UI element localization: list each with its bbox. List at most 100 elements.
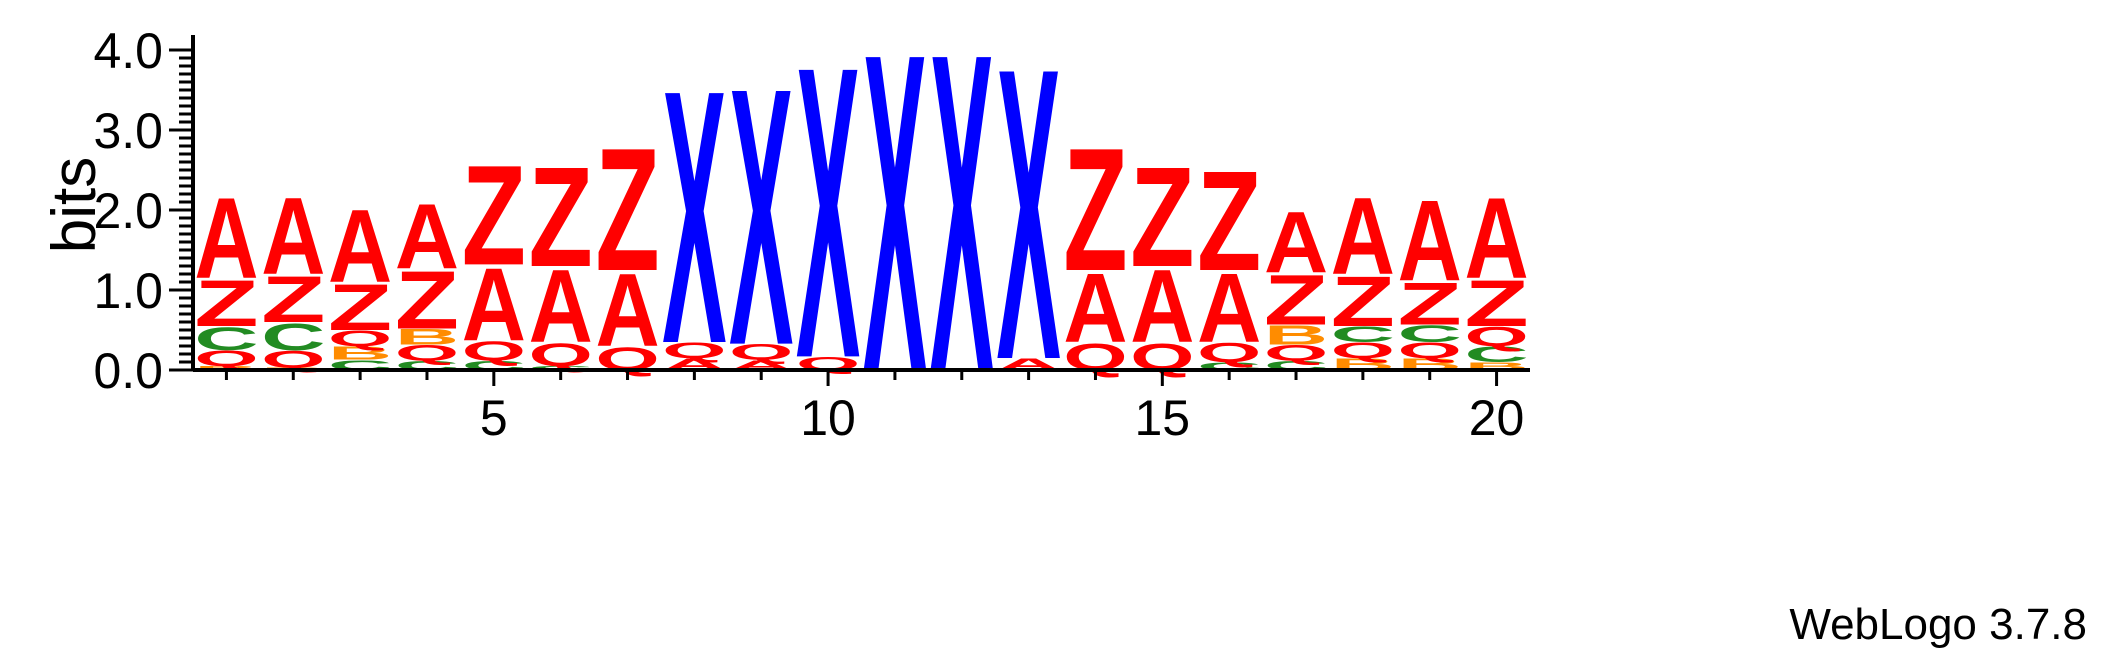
logo-letter-a: A xyxy=(529,249,593,365)
logo-letter-q: Q xyxy=(1464,321,1528,352)
svg-text:Q: Q xyxy=(662,338,726,363)
logo-letter-a: A xyxy=(1264,194,1328,292)
y-tick-label: 1.0 xyxy=(93,263,163,319)
x-tick-label: 20 xyxy=(1469,390,1525,446)
svg-text:A: A xyxy=(1264,194,1328,292)
x-tick-label: 15 xyxy=(1135,390,1191,446)
svg-text:Q: Q xyxy=(462,336,526,367)
svg-text:A: A xyxy=(595,253,659,369)
logo-letter-a: A xyxy=(395,185,459,289)
svg-text:Z: Z xyxy=(1464,268,1528,341)
svg-text:A: A xyxy=(395,185,459,289)
logo-letter-q: Q xyxy=(328,326,392,351)
logo-letter-q: Q xyxy=(1331,338,1395,363)
logo-letter-q: Q xyxy=(1398,338,1462,363)
logo-letter-c: C xyxy=(1331,322,1395,347)
svg-text:A: A xyxy=(529,249,593,365)
logo-letter-q: Q xyxy=(1264,341,1328,366)
svg-text:Q: Q xyxy=(395,341,459,366)
logo-letter-a: A xyxy=(462,247,526,363)
logo-letter-x: X xyxy=(863,0,928,467)
logo-letter-a: A xyxy=(1464,173,1528,302)
svg-text:A: A xyxy=(1130,249,1194,365)
svg-text:Z: Z xyxy=(1063,112,1127,308)
svg-text:A: A xyxy=(1398,176,1462,305)
logo-letter-z: Z xyxy=(529,138,593,297)
logo-letter-z: Z xyxy=(395,255,459,347)
logo-letter-x: X xyxy=(662,15,727,419)
logo-letter-a: A xyxy=(595,253,659,369)
logo-letter-c: C xyxy=(1398,320,1462,347)
y-axis-label: bits xyxy=(40,157,109,253)
logo-letter-a: A xyxy=(1197,252,1261,363)
svg-text:Z: Z xyxy=(194,268,258,341)
logo-letter-a: A xyxy=(1063,252,1127,363)
logo-letter-a: A xyxy=(194,173,258,302)
logo-letter-q: Q xyxy=(529,337,593,374)
logo-letter-z: Z xyxy=(194,268,258,341)
svg-text:Z: Z xyxy=(1331,262,1395,341)
svg-text:Z: Z xyxy=(1264,260,1328,339)
logo-letter-z: Z xyxy=(1063,112,1127,308)
logo-letter-z: Z xyxy=(328,272,392,345)
svg-text:A: A xyxy=(1063,252,1127,363)
y-tick-label: 4.0 xyxy=(93,23,163,79)
logo-letter-z: Z xyxy=(1398,270,1462,337)
logo-letter-b: B xyxy=(328,343,392,364)
logo-letter-q: Q xyxy=(194,346,258,371)
x-axis: 5 10 15 20 xyxy=(193,368,1530,446)
svg-text:B: B xyxy=(395,325,459,350)
y-axis: 0.0 1.0 2.0 3.0 4.0 xyxy=(93,23,195,399)
logo-letter-a: A xyxy=(1130,249,1194,365)
svg-text:Q: Q xyxy=(1464,321,1528,352)
y-tick-label: 2.0 xyxy=(93,183,163,239)
svg-text:Z: Z xyxy=(529,138,593,297)
svg-text:Z: Z xyxy=(1130,138,1194,297)
logo-letter-c: C xyxy=(261,316,325,358)
logo-letter-b: B xyxy=(1264,320,1328,351)
logo-letter-z: Z xyxy=(595,112,659,308)
svg-text:X: X xyxy=(729,11,794,422)
logo-letter-a: A xyxy=(1331,176,1395,298)
svg-text:Z: Z xyxy=(328,272,392,345)
logo-letter-z: Z xyxy=(462,137,526,296)
svg-text:Q: Q xyxy=(1331,338,1395,363)
svg-text:Q: Q xyxy=(729,340,793,365)
logo-letter-x: X xyxy=(729,11,794,422)
logo-letter-z: Z xyxy=(1464,268,1528,341)
logo-letter-a: A xyxy=(328,189,392,305)
svg-text:A: A xyxy=(328,189,392,305)
logo-letter-b: B xyxy=(395,325,459,350)
svg-text:Q: Q xyxy=(1398,338,1462,363)
svg-text:A: A xyxy=(462,247,526,363)
logo-letter-a: A xyxy=(261,176,325,298)
svg-text:Q: Q xyxy=(1264,341,1328,366)
svg-text:C: C xyxy=(194,321,258,358)
logo-letter-z: Z xyxy=(1130,138,1194,297)
logo-letter-z: Z xyxy=(1264,260,1328,339)
svg-text:A: A xyxy=(1464,173,1528,302)
svg-text:Z: Z xyxy=(595,112,659,308)
logo-letter-x: X xyxy=(930,0,995,467)
svg-text:Q: Q xyxy=(1197,337,1261,368)
svg-text:Q: Q xyxy=(328,326,392,351)
svg-text:A: A xyxy=(194,173,258,302)
svg-text:B: B xyxy=(1264,320,1328,351)
logo-letter-c: C xyxy=(194,321,258,358)
svg-text:C: C xyxy=(1464,342,1528,367)
logo-letter-q: Q xyxy=(395,341,459,366)
svg-text:X: X xyxy=(930,0,995,467)
y-tick-label: 3.0 xyxy=(93,103,163,159)
svg-text:A: A xyxy=(261,176,325,298)
svg-text:A: A xyxy=(1331,176,1395,298)
svg-text:Z: Z xyxy=(261,264,325,337)
weblogo-credit: WebLogo 3.7.8 xyxy=(1789,600,2087,649)
svg-text:C: C xyxy=(261,316,325,358)
logo-letter-q: Q xyxy=(662,338,726,363)
svg-text:X: X xyxy=(863,0,928,467)
svg-text:Z: Z xyxy=(462,137,526,296)
y-tick-label: 0.0 xyxy=(93,343,163,399)
x-tick-label: 5 xyxy=(480,390,508,446)
svg-text:Z: Z xyxy=(1197,142,1261,301)
